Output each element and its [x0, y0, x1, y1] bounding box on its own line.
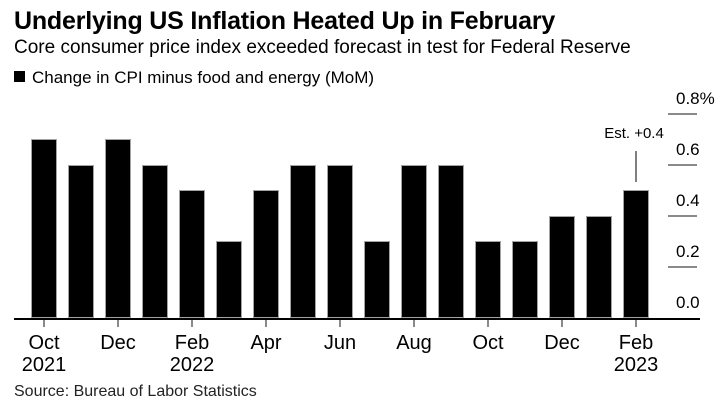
- bar-oct-2022: [475, 241, 501, 318]
- x-axis-sublabel: 2023: [613, 354, 659, 376]
- y-axis-tick: [668, 266, 697, 268]
- x-axis-tick: [635, 320, 637, 327]
- estimate-annotation-label: Est. +0.4: [604, 125, 664, 142]
- x-axis-line: [14, 318, 700, 320]
- y-axis-label: 0.8%: [676, 89, 715, 108]
- x-axis-label: Feb 2022: [150, 332, 234, 376]
- bar-jun-2022: [327, 165, 353, 318]
- bar-jan-2023: [586, 216, 612, 318]
- chart-title: Underlying US Inflation Heated Up in Feb…: [14, 7, 556, 35]
- y-axis-label: 0.6: [676, 140, 700, 159]
- x-axis-label: Dec: [100, 332, 136, 354]
- y-axis-tick: [668, 113, 697, 115]
- y-axis-tick: [668, 164, 697, 166]
- x-axis-label: Apr: [250, 332, 282, 354]
- y-axis-label: 0.4: [676, 191, 700, 210]
- bar-apr-2022: [253, 190, 279, 318]
- x-axis-tick: [487, 320, 489, 327]
- bar-sep-2022: [438, 165, 464, 318]
- x-axis-tick: [265, 320, 267, 327]
- bar-nov-2021: [68, 165, 94, 318]
- x-axis-sublabel: 2022: [169, 354, 215, 376]
- bar-dec-2021: [105, 139, 131, 318]
- bar-oct-2021: [31, 139, 57, 318]
- x-axis-tick: [413, 320, 415, 327]
- source-note: Source: Bureau of Labor Statistics: [14, 383, 257, 400]
- bar-aug-2022: [401, 165, 427, 318]
- x-axis-tick: [561, 320, 563, 327]
- x-axis-label: Aug: [396, 332, 432, 354]
- legend-label: Change in CPI minus food and energy (MoM…: [32, 68, 375, 87]
- legend-swatch-icon: [14, 71, 25, 82]
- x-axis-label: Oct 2021: [2, 332, 86, 376]
- bar-feb-2022: [179, 190, 205, 318]
- y-axis-tick: [668, 215, 697, 217]
- x-axis-label: Feb 2023: [594, 332, 678, 376]
- bar-feb-2023: [623, 190, 649, 318]
- bar-mar-2022: [216, 241, 242, 318]
- bar-dec-2022: [549, 216, 575, 318]
- bar-jul-2022: [364, 241, 390, 318]
- y-axis-label: 0.0: [676, 293, 700, 312]
- y-axis-label: 0.2: [676, 242, 700, 261]
- x-axis-tick: [339, 320, 341, 327]
- x-axis-tick: [43, 320, 45, 327]
- chart-subtitle: Core consumer price index exceeded forec…: [14, 37, 631, 58]
- bar-jan-2022: [142, 165, 168, 318]
- bar-nov-2022: [512, 241, 538, 318]
- x-axis-tick: [117, 320, 119, 327]
- x-axis-label: Dec: [544, 332, 580, 354]
- estimate-annotation-line: [635, 151, 637, 182]
- x-axis-tick: [191, 320, 193, 327]
- x-axis-label: Jun: [323, 332, 357, 354]
- x-axis-label: Oct: [472, 332, 504, 354]
- x-axis-sublabel: 2021: [21, 354, 67, 376]
- bar-may-2022: [290, 165, 316, 318]
